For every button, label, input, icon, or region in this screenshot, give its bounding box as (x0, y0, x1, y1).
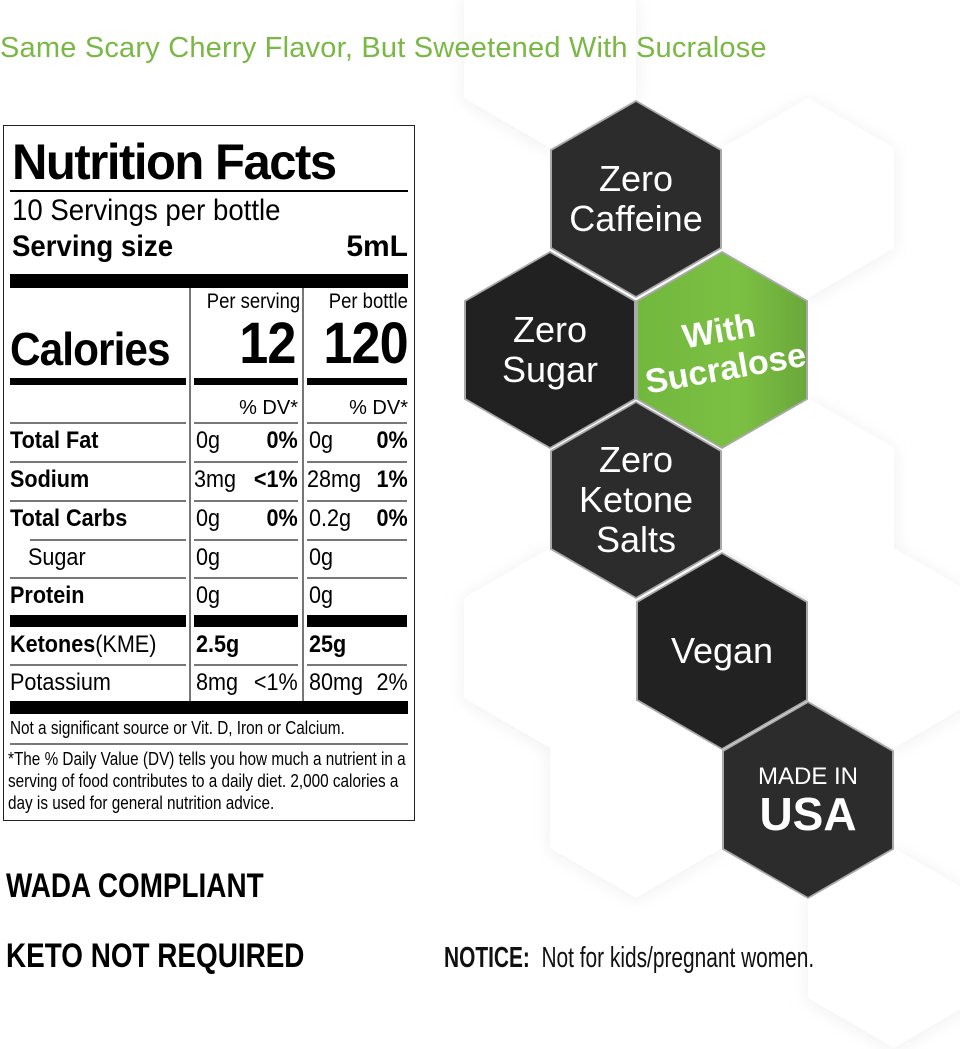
thick-divider (10, 701, 408, 714)
ketones-label-sub: (KME) (95, 631, 157, 658)
row-divider (307, 461, 407, 463)
row-divider (307, 577, 407, 579)
footnote-divider (10, 743, 408, 745)
row-divider (194, 539, 298, 541)
ketones-label: Ketones(KME) (10, 630, 156, 660)
badge-line: Sugar (501, 349, 599, 390)
badge-with-sucralose: With Sucralose (636, 251, 808, 449)
calories-per-serving: 12 (239, 311, 297, 376)
badge-line: Zero (512, 309, 588, 350)
nutrient-amount: 0.2g (309, 505, 352, 532)
servings-per-container: 10 Servings per bottle (12, 194, 281, 227)
row-divider (10, 461, 186, 463)
nutrient-label: Sugar (28, 544, 86, 571)
column-divider (302, 288, 304, 701)
nutrition-facts-title: Nutrition Facts (12, 134, 337, 190)
row-divider (194, 577, 298, 579)
badge-vegan: Vegan (636, 552, 808, 750)
badge-line: MADE IN (757, 763, 858, 790)
badge-line: USA (759, 788, 857, 840)
badge-rotated-text: With Sucralose (638, 298, 806, 401)
row-divider (307, 422, 407, 424)
calories-underline (307, 378, 407, 385)
nutrient-label: Sodium (10, 466, 90, 493)
row-divider (10, 500, 186, 502)
calories-label: Calories (10, 323, 171, 375)
row-divider (30, 539, 186, 541)
badge-made-in-usa: MADE IN USA (722, 701, 894, 899)
footnote-daily-value: *The % Daily Value (DV) tells you how mu… (8, 749, 406, 813)
row-divider (307, 539, 407, 541)
row-divider (194, 422, 298, 424)
calories-underline (194, 378, 298, 385)
potassium-bottle-amount: 80mg (309, 669, 364, 696)
nutrient-amount: 0g (196, 582, 221, 609)
potassium-bottle-dv: 2% (376, 669, 408, 696)
row-divider (10, 422, 186, 424)
nutrient-amount: 0g (196, 427, 221, 454)
row-divider (307, 500, 407, 502)
potassium-label: Potassium (10, 669, 111, 696)
nutrient-amount: 0g (309, 544, 334, 571)
nutrient-label: Total Carbs (10, 505, 128, 532)
per-serving-header: Per serving (206, 290, 300, 313)
row-divider (10, 664, 186, 666)
badge-zero-ketone-salts: Zero Ketone Salts (550, 401, 722, 599)
badge-line: Vegan (670, 630, 774, 671)
nutrient-amount: 0g (309, 427, 334, 454)
ketones-label-main: Ketones (10, 631, 96, 658)
dv-header: % DV* (349, 397, 408, 419)
nutrient-amount: 0g (309, 582, 334, 609)
potassium-serving-dv: <1% (254, 669, 298, 696)
badge-line: Caffeine (569, 198, 703, 239)
thick-divider (194, 615, 298, 627)
notice-text: Not for kids/pregnant women. (541, 942, 815, 974)
nutrient-dv: 0% (266, 505, 298, 532)
nutrient-amount: 0g (196, 505, 221, 532)
headline: Same Scary Cherry Flavor, But Sweetened … (0, 32, 767, 64)
notice-label: NOTICE: (444, 942, 530, 974)
row-divider (10, 577, 186, 579)
ketones-per-bottle: 25g (309, 631, 347, 658)
thick-divider (307, 615, 407, 627)
nutrient-amount: 0g (196, 544, 221, 571)
serving-size-label: Serving size (12, 230, 174, 263)
nutrient-dv: 1% (376, 466, 408, 493)
badge-line: Zero (598, 439, 674, 480)
column-divider (189, 288, 191, 701)
ketones-per-serving: 2.5g (196, 631, 240, 658)
nutrition-facts-panel: Nutrition Facts 10 Servings per bottle S… (3, 125, 415, 821)
nutrient-label: Total Fat (10, 427, 99, 454)
row-divider (307, 664, 407, 666)
nutrient-dv: <1% (254, 466, 298, 493)
badge-zero-caffeine: Zero Caffeine (550, 100, 722, 298)
row-divider (194, 500, 298, 502)
nutrient-amount: 28mg (307, 466, 362, 493)
thick-divider (10, 274, 408, 288)
notice: NOTICE: Not for kids/pregnant women. (444, 938, 814, 978)
calories-per-bottle: 120 (323, 311, 409, 376)
dv-header: % DV* (239, 397, 298, 419)
wada-compliant-claim: WADA COMPLIANT (6, 867, 264, 905)
badge-line: Ketone (578, 479, 694, 520)
row-divider (194, 664, 298, 666)
potassium-serving-amount: 8mg (196, 669, 239, 696)
nutrient-amount: 3mg (194, 466, 237, 493)
keto-not-required-claim: KETO NOT REQUIRED (6, 937, 305, 975)
per-bottle-header: Per bottle (328, 290, 408, 313)
calories-underline (10, 378, 186, 385)
nutrient-label: Protein (10, 582, 85, 609)
nutrient-dv: 0% (376, 505, 408, 532)
nutrient-dv: 0% (376, 427, 408, 454)
nutrient-dv: 0% (266, 427, 298, 454)
serving-size-value: 5mL (346, 230, 408, 263)
footnote-vitamins: Not a significant source or Vit. D, Iron… (10, 718, 345, 738)
badge-line: Salts (595, 519, 677, 560)
row-divider (194, 461, 298, 463)
divider (10, 190, 408, 192)
thick-divider (10, 615, 186, 627)
badge-line: Zero (598, 158, 674, 199)
